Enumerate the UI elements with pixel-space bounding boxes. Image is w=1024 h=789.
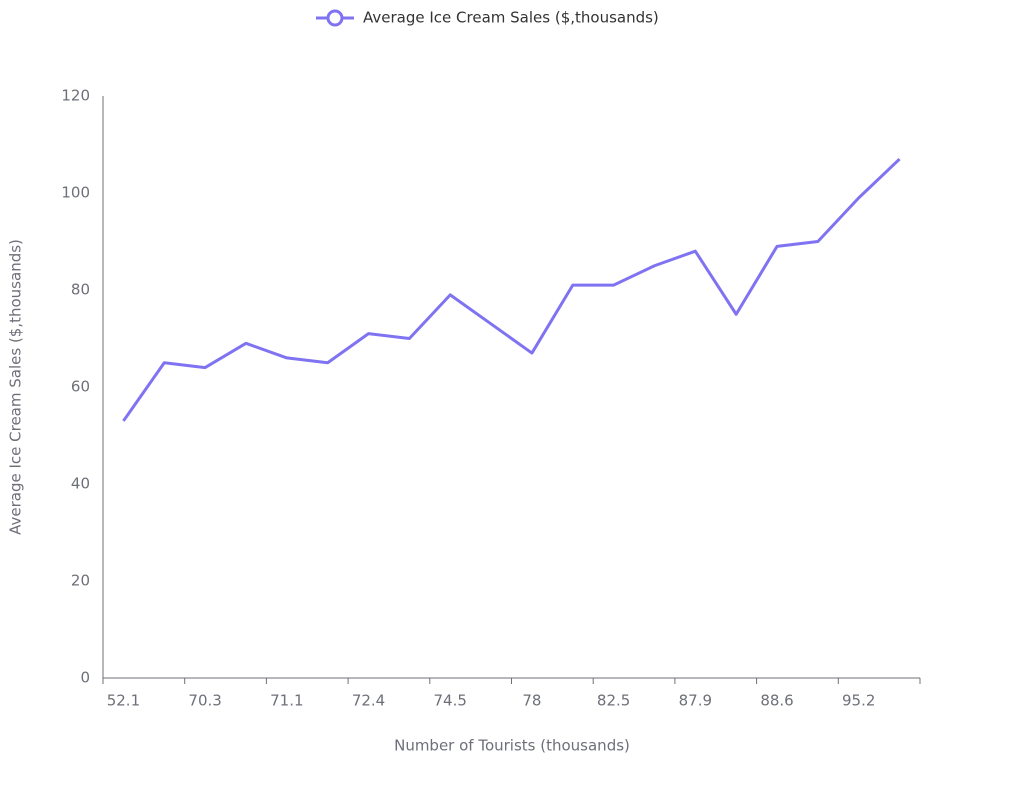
y-tick-label: 60 — [71, 378, 90, 396]
y-tick-label: 40 — [71, 475, 90, 493]
x-tick-label: 82.5 — [597, 692, 630, 710]
x-tick-label: 95.2 — [842, 692, 875, 710]
x-axis-title: Number of Tourists (thousands) — [394, 737, 630, 755]
x-tick-label: 52.1 — [107, 692, 140, 710]
x-tick-label: 72.4 — [352, 692, 385, 710]
y-tick-label: 120 — [61, 87, 90, 105]
x-tick-label: 74.5 — [434, 692, 467, 710]
y-tick-label: 80 — [71, 281, 90, 299]
x-tick-label: 88.6 — [760, 692, 793, 710]
series-line — [122, 157, 901, 422]
y-axis-title: Average Ice Cream Sales ($,thousands) — [7, 239, 25, 535]
x-tick-label: 78 — [522, 692, 541, 710]
x-tick-label: 71.1 — [270, 692, 303, 710]
legend-marker — [326, 9, 344, 27]
y-tick-label: 0 — [80, 669, 90, 687]
y-tick-label: 20 — [71, 572, 90, 590]
y-tick-label: 100 — [61, 184, 90, 202]
x-tick-label: 87.9 — [679, 692, 712, 710]
legend-label: Average Ice Cream Sales ($,thousands) — [363, 9, 659, 27]
x-tick-label: 70.3 — [188, 692, 221, 710]
